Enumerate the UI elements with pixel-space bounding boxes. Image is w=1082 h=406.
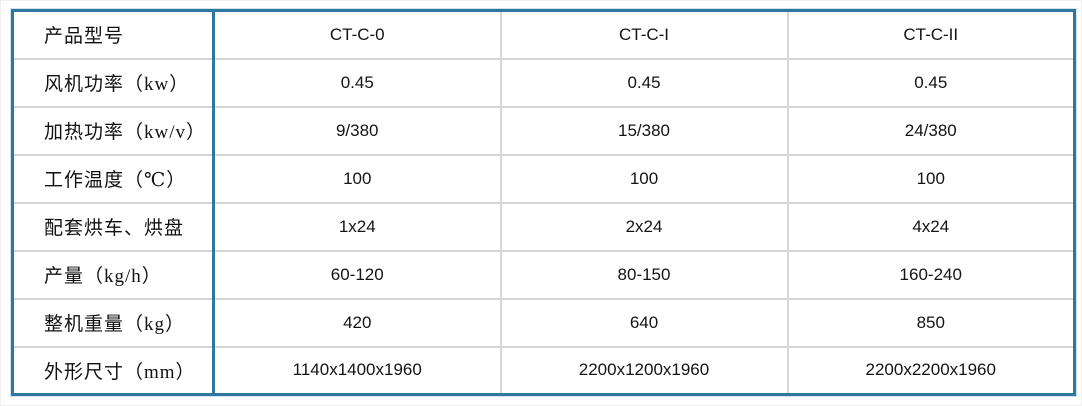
table-row-fan-power: 风机功率（kw） 0.45 0.45 0.45 <box>12 57 1075 108</box>
cell-heating-power-0: 9/380 <box>212 105 502 156</box>
cell-weight-1: 640 <box>499 297 789 348</box>
cell-model-0: CT-C-0 <box>212 10 502 60</box>
table-row-working-temp: 工作温度（℃） 100 100 100 <box>12 153 1075 204</box>
cell-heating-power-1: 15/380 <box>499 105 789 156</box>
cell-carts-trays-2: 4x24 <box>786 201 1075 252</box>
row-label-dimensions: 外形尺寸（mm） <box>12 345 215 395</box>
cell-heating-power-2: 24/380 <box>786 105 1075 156</box>
table-row-weight: 整机重量（kg） 420 640 850 <box>12 297 1075 348</box>
row-label-fan-power: 风机功率（kw） <box>12 57 215 108</box>
cell-model-2: CT-C-II <box>786 10 1075 60</box>
row-label-heating-power: 加热功率（kw/v） <box>12 105 215 156</box>
cell-dimensions-0: 1140x1400x1960 <box>212 345 502 395</box>
table-row-model: 产品型号 CT-C-0 CT-C-I CT-C-II <box>12 10 1075 60</box>
cell-working-temp-1: 100 <box>499 153 789 204</box>
cell-working-temp-2: 100 <box>786 153 1075 204</box>
table-row-dimensions: 外形尺寸（mm） 1140x1400x1960 2200x1200x1960 2… <box>12 345 1075 395</box>
table-row-heating-power: 加热功率（kw/v） 9/380 15/380 24/380 <box>12 105 1075 156</box>
row-label-weight: 整机重量（kg） <box>12 297 215 348</box>
product-spec-table: 产品型号 CT-C-0 CT-C-I CT-C-II 风机功率（kw） 0.45… <box>11 9 1076 396</box>
cell-weight-0: 420 <box>212 297 502 348</box>
cell-dimensions-2: 2200x2200x1960 <box>786 345 1075 395</box>
row-label-working-temp: 工作温度（℃） <box>12 153 215 204</box>
cell-capacity-0: 60-120 <box>212 249 502 300</box>
cell-model-1: CT-C-I <box>499 10 789 60</box>
cell-capacity-1: 80-150 <box>499 249 789 300</box>
row-label-model: 产品型号 <box>12 10 215 60</box>
cell-carts-trays-0: 1x24 <box>212 201 502 252</box>
cell-carts-trays-1: 2x24 <box>499 201 789 252</box>
row-label-carts-trays: 配套烘车、烘盘 <box>12 201 215 252</box>
cell-fan-power-0: 0.45 <box>212 57 502 108</box>
cell-working-temp-0: 100 <box>212 153 502 204</box>
table-row-capacity: 产量（kg/h） 60-120 80-150 160-240 <box>12 249 1075 300</box>
row-label-capacity: 产量（kg/h） <box>12 249 215 300</box>
table-row-carts-trays: 配套烘车、烘盘 1x24 2x24 4x24 <box>12 201 1075 252</box>
cell-fan-power-1: 0.45 <box>499 57 789 108</box>
cell-weight-2: 850 <box>786 297 1075 348</box>
cell-dimensions-1: 2200x1200x1960 <box>499 345 789 395</box>
cell-fan-power-2: 0.45 <box>786 57 1075 108</box>
cell-capacity-2: 160-240 <box>786 249 1075 300</box>
